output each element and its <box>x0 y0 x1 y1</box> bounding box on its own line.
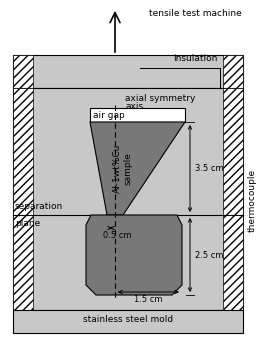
Bar <box>13 88 243 310</box>
Text: separation: separation <box>15 202 63 211</box>
Text: 3.5 cm: 3.5 cm <box>195 164 224 173</box>
Bar <box>223 55 243 88</box>
Text: tensile test machine: tensile test machine <box>149 9 241 19</box>
Text: Al-1wt%Cu
sample: Al-1wt%Cu sample <box>113 144 133 193</box>
Text: axial symmetry: axial symmetry <box>125 94 195 103</box>
Text: 0.5 cm: 0.5 cm <box>103 231 132 240</box>
Bar <box>13 55 33 88</box>
Polygon shape <box>86 215 182 295</box>
Bar <box>90 108 185 122</box>
Polygon shape <box>90 122 185 215</box>
Bar <box>13 310 243 333</box>
Bar <box>13 88 33 310</box>
Text: insulation: insulation <box>174 54 218 63</box>
Bar <box>223 88 243 310</box>
Text: 1.5 cm: 1.5 cm <box>134 295 163 304</box>
Text: thermocouple: thermocouple <box>248 168 256 232</box>
Text: axis: axis <box>125 102 143 111</box>
Text: plane: plane <box>15 219 40 228</box>
Text: 2.5 cm: 2.5 cm <box>195 251 223 259</box>
Text: air gap: air gap <box>93 111 125 120</box>
Text: stainless steel mold: stainless steel mold <box>83 316 173 324</box>
Bar <box>13 55 243 88</box>
